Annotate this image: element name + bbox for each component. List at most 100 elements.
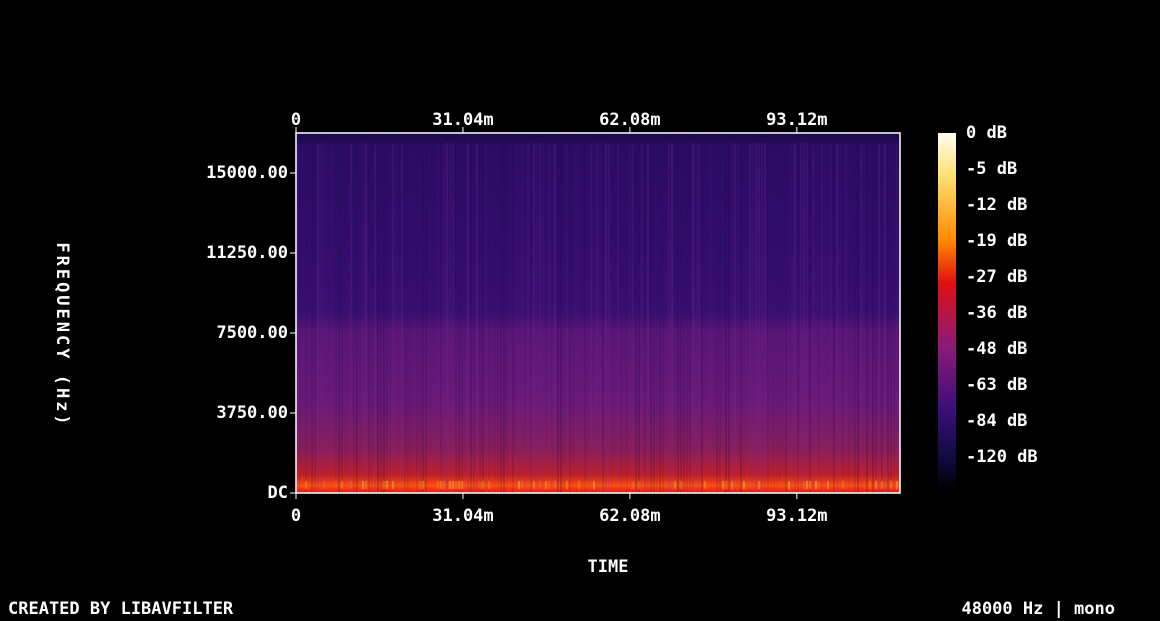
texture-stripe xyxy=(509,143,511,493)
texture-stripe xyxy=(812,143,814,493)
texture-stripe xyxy=(401,143,403,493)
texture-spark xyxy=(554,481,556,489)
texture-stripe xyxy=(575,143,577,493)
texture-spark xyxy=(419,481,421,489)
texture-stripe xyxy=(605,143,607,493)
texture-stripe xyxy=(407,143,409,493)
texture-stripe xyxy=(614,143,616,493)
texture-stripe xyxy=(563,143,565,493)
texture-stripe xyxy=(335,143,337,493)
texture-stripe xyxy=(332,143,334,493)
x-tick-label: 0 xyxy=(291,506,301,526)
page: {"chart_data": { "type": "spectrogram", … xyxy=(0,0,1160,621)
texture-stripe xyxy=(365,143,367,493)
texture-stripe xyxy=(371,143,373,493)
texture-stripe xyxy=(506,143,508,493)
texture-spark xyxy=(731,481,733,489)
chart: TIME FREQUENCY (Hz) CREATED BY LIBAVFILT… xyxy=(0,0,1160,621)
texture-stripe xyxy=(896,143,898,493)
texture-stripe xyxy=(392,143,394,493)
texture-spark xyxy=(725,481,727,489)
texture-stripe xyxy=(767,143,769,493)
texture-stripe xyxy=(305,143,307,493)
texture-stripe xyxy=(590,143,592,493)
texture-stripe xyxy=(386,143,388,493)
texture-stripe xyxy=(425,143,427,493)
texture-spark xyxy=(890,481,892,489)
texture-stripe xyxy=(578,143,580,493)
texture-stripe xyxy=(845,143,847,493)
texture-stripe xyxy=(584,143,586,493)
texture-stripe xyxy=(320,143,322,493)
texture-stripe xyxy=(545,143,547,493)
texture-stripe xyxy=(635,143,637,493)
texture-stripe xyxy=(671,143,673,493)
texture-stripe xyxy=(488,143,490,493)
texture-stripe xyxy=(347,143,349,493)
texture-spark xyxy=(539,481,541,489)
texture-spark xyxy=(638,481,640,489)
colorbar-label: 0 dB xyxy=(966,123,1007,143)
texture-spark xyxy=(527,481,529,489)
texture-stripe xyxy=(362,143,364,493)
texture-spark xyxy=(392,481,394,489)
texture-stripe xyxy=(809,143,811,493)
texture-stripe xyxy=(383,143,385,493)
y-tick-label: 7500.00 xyxy=(216,323,288,343)
texture-stripe xyxy=(779,143,781,493)
texture-spark xyxy=(479,481,481,489)
texture-stripe xyxy=(608,143,610,493)
texture-stripe xyxy=(464,143,466,493)
texture-stripe xyxy=(314,143,316,493)
texture-stripe xyxy=(854,143,856,493)
texture-stripe xyxy=(344,143,346,493)
texture-stripe xyxy=(473,143,475,493)
texture-spark xyxy=(365,481,367,489)
texture-stripe xyxy=(860,143,862,493)
texture-spark xyxy=(803,481,805,489)
texture-stripe xyxy=(803,143,805,493)
texture-stripe xyxy=(707,143,709,493)
texture-stripe xyxy=(875,143,877,493)
texture-stripe xyxy=(326,143,328,493)
texture-stripe xyxy=(497,143,499,493)
texture-stripe xyxy=(644,143,646,493)
texture-stripe xyxy=(470,143,472,493)
texture-spark xyxy=(401,481,403,489)
texture-stripe xyxy=(602,143,604,493)
texture-stripe xyxy=(623,143,625,493)
texture-spark xyxy=(461,481,463,489)
texture-stripe xyxy=(869,143,871,493)
texture-stripe xyxy=(764,143,766,493)
texture-stripe xyxy=(857,143,859,493)
texture-stripe xyxy=(581,143,583,493)
texture-stripe xyxy=(533,143,535,493)
y-tick-label: DC xyxy=(268,483,288,503)
texture-stripe xyxy=(329,143,331,493)
texture-stripe xyxy=(710,143,712,493)
texture-stripe xyxy=(677,143,679,493)
texture-spark xyxy=(674,481,676,489)
texture-stripe xyxy=(833,143,835,493)
texture-spark xyxy=(881,481,883,489)
texture-stripe xyxy=(452,143,454,493)
texture-spark xyxy=(842,481,844,489)
texture-spark xyxy=(671,481,673,489)
texture-stripe xyxy=(299,143,301,493)
texture-stripe xyxy=(560,143,562,493)
colorbar xyxy=(938,133,956,490)
x-tick-label-top: 62.08m xyxy=(599,110,660,130)
texture-stripe xyxy=(848,143,850,493)
texture-stripe xyxy=(557,143,559,493)
texture-stripe xyxy=(431,143,433,493)
texture-spark xyxy=(779,481,781,489)
texture-stripe xyxy=(536,143,538,493)
texture-spark xyxy=(518,481,520,489)
texture-stripe xyxy=(596,143,598,493)
texture-stripe xyxy=(866,143,868,493)
texture-stripe xyxy=(668,143,670,493)
texture-stripe xyxy=(881,143,883,493)
texture-stripe xyxy=(755,143,757,493)
texture-stripe xyxy=(380,143,382,493)
texture-stripe xyxy=(725,143,727,493)
